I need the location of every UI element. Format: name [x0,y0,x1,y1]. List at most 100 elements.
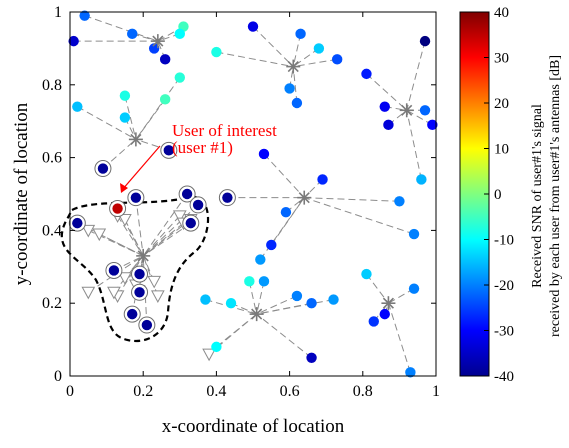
colorbar-tick-label: 30 [494,51,509,67]
connection-line [102,139,137,169]
y-tick-label: 0 [54,368,62,385]
colorbar-tick-label: -10 [494,233,514,249]
access-point-marker [399,103,414,118]
user-marker [68,35,79,47]
user-marker [416,174,427,185]
access-point-marker [249,307,264,322]
connection-line [256,313,312,359]
colorbar-tick-label: 0 [494,187,502,203]
y-tick-label: 0.4 [42,222,62,239]
zero-snr-user-marker [150,290,165,303]
user-marker [383,119,394,131]
zero-snr-user-marker [81,224,96,238]
access-point-markers [128,34,414,322]
connection-line [406,110,422,180]
user-marker [72,101,83,112]
user-marker [408,283,420,294]
user-marker [394,196,405,207]
connection-line [142,222,184,257]
user-marker [266,239,277,251]
x-tick-label: 0.8 [353,383,373,400]
connection-line [387,303,411,373]
colorbar-tick-label: 10 [494,142,509,158]
x-tick-label: 0.2 [133,383,153,400]
user-marker [328,294,339,305]
user-marker [291,290,303,302]
user-marker [368,316,379,327]
user-marker [72,217,83,229]
user-marker [225,298,237,309]
y-axis-label: y-coordinate of location [11,102,32,285]
connection-line [263,153,305,198]
user-marker [181,188,193,200]
connection-line [135,77,181,140]
plot-frame [69,11,437,377]
zero-snr-user-marker [118,272,132,285]
access-point-marker [286,59,301,74]
connection-line [293,58,338,68]
connection-line [142,255,159,297]
user-marker [119,90,131,101]
connection-line [135,197,144,256]
user-marker [291,97,303,109]
connection-line [142,193,188,257]
x-axis-label: x-coordinate of location [162,416,345,437]
annotation-line-1: User of interest [172,121,277,140]
zero-snr-user-marker [172,210,187,223]
access-point-marker [381,296,396,311]
user-marker [222,192,233,203]
connection-line [117,208,144,257]
connection-line [131,255,144,315]
user-marker [174,72,185,83]
connection-line [135,99,166,140]
user-marker [211,46,222,58]
annotation-arrow-shaft [121,145,161,191]
user-marker [79,10,90,21]
user-marker [141,319,153,331]
connection-line [366,73,408,111]
user-marker [408,228,420,240]
user-marker [119,112,131,123]
zero-snr-user-marker [147,275,162,289]
colorbar-label-line-1: Received SNR of user#1's signal [530,104,545,288]
colorbar-tick-label: 20 [494,96,509,112]
user-marker [379,101,390,112]
zero-snr-user-marker [107,286,121,300]
user-marker [127,28,138,40]
user-of-interest-annotation: User of interest (user #1) [120,121,277,193]
user-marker [361,68,372,80]
connection-line [142,219,192,257]
user-marker [313,43,325,54]
x-tick-label: 0.6 [280,383,300,400]
connection-line [366,273,389,304]
connection-line [99,233,144,257]
annotation-arrow-head [120,183,128,193]
colorbar-tick-label: 40 [494,5,509,21]
colorbar-tick-label: -30 [494,324,514,340]
user-markers [68,10,438,378]
user-marker [211,341,222,353]
connection-line [124,219,144,257]
connection-line [142,215,181,257]
user-marker [306,298,317,309]
access-point-marker [297,190,312,205]
connection-line [248,281,258,315]
user-marker [317,174,328,185]
x-tick-label: 0.4 [206,383,226,400]
connection-line [256,281,265,315]
user-marker [331,54,343,65]
connection-line [124,95,137,140]
user-group-boundary [60,195,210,343]
user-marker [379,308,390,320]
user-marker [159,94,171,105]
user-marker [174,28,185,40]
y-tick-label: 0.2 [42,295,62,312]
access-point-marker [136,248,151,263]
connection-line [216,51,294,68]
connection-line [304,197,400,202]
connection-line [252,26,294,67]
user-marker [258,276,270,287]
user-marker [112,203,123,214]
x-tick-label: 1 [432,383,440,400]
